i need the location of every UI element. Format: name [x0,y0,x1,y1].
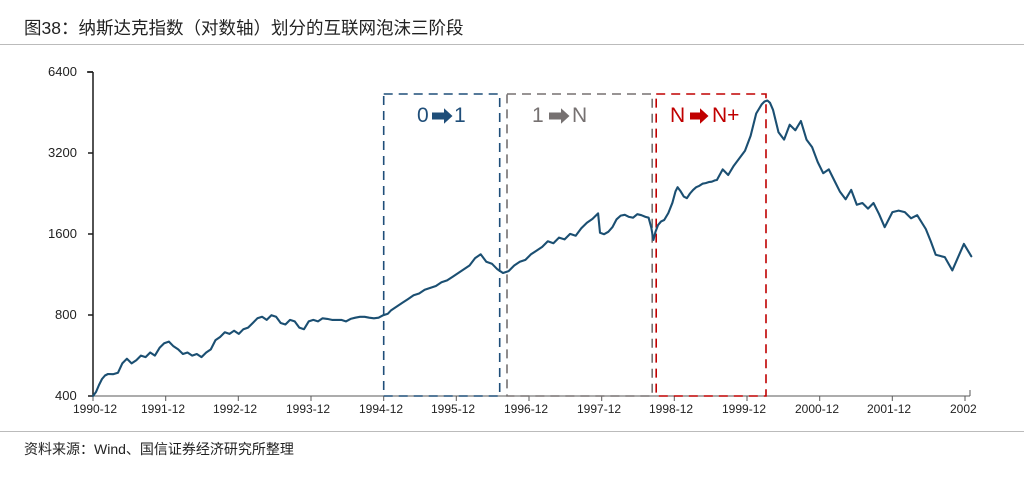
svg-text:1: 1 [532,104,544,127]
svg-text:N: N [670,104,685,127]
svg-text:N+: N+ [712,104,739,127]
svg-text:0: 0 [417,104,429,127]
svg-text:1: 1 [454,104,466,127]
svg-text:N: N [572,104,587,127]
